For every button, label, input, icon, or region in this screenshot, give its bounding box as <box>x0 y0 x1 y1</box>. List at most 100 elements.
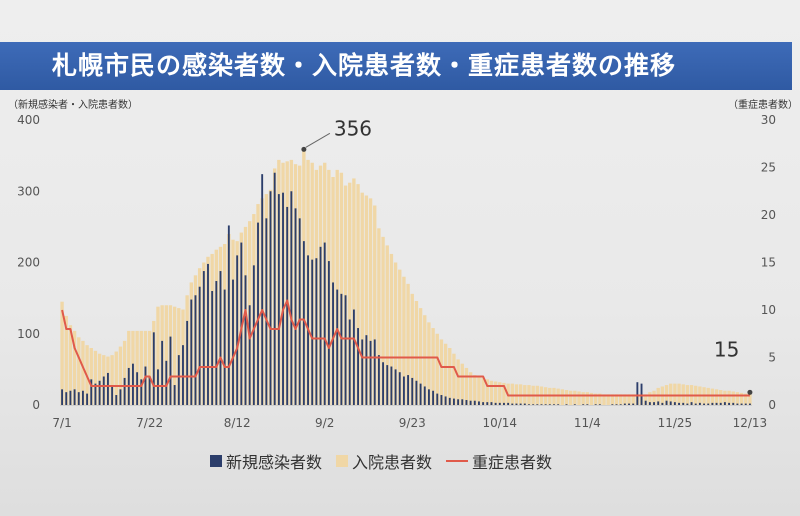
bar-new-cases <box>653 402 655 405</box>
bar-hospitalized <box>60 301 64 405</box>
bar-new-cases <box>440 395 443 405</box>
bar-new-cases <box>227 225 230 405</box>
bar-new-cases <box>648 402 651 405</box>
bar-hospitalized <box>356 184 360 405</box>
bar-new-cases <box>507 402 510 405</box>
bar-hospitalized <box>368 198 373 405</box>
bar-new-cases <box>69 390 72 405</box>
legend-item-severe: 重症患者数 <box>446 449 552 473</box>
bar-hospitalized <box>139 330 143 405</box>
x-tick-label: 9/23 <box>399 416 426 430</box>
bar-hospitalized <box>623 394 627 405</box>
bar-new-cases <box>703 403 705 405</box>
bar-hospitalized <box>114 351 118 405</box>
bar-hospitalized <box>606 394 610 405</box>
bar-new-cases <box>557 404 560 405</box>
bar-new-cases <box>544 404 547 405</box>
bar-new-cases <box>594 404 597 405</box>
bar-new-cases <box>340 293 343 405</box>
bar-new-cases <box>248 305 251 405</box>
bar-hospitalized <box>477 376 481 405</box>
bar-hospitalized <box>489 380 494 405</box>
bar-hospitalized <box>468 372 473 405</box>
bar-new-cases <box>398 372 401 405</box>
bar-new-cases <box>65 392 68 405</box>
bar-hospitalized <box>381 236 385 405</box>
bar-hospitalized <box>644 394 648 405</box>
bar-new-cases <box>523 403 526 405</box>
bar-new-cases <box>478 401 480 405</box>
bar-new-cases <box>390 366 393 405</box>
line-severe <box>61 299 750 397</box>
bar-new-cases <box>211 291 214 405</box>
bar-new-cases <box>223 289 226 405</box>
bar-hospitalized <box>677 383 681 405</box>
bar-new-cases <box>382 362 385 405</box>
bar-hospitalized <box>589 392 594 405</box>
bar-hospitalized <box>410 293 414 405</box>
bar-new-cases <box>94 383 97 405</box>
bar-hospitalized <box>406 283 410 405</box>
y-right-tick-label: 15 <box>761 256 776 270</box>
bar-new-cases <box>215 281 218 405</box>
y-left-tick-label: 0 <box>32 398 40 412</box>
bar-hospitalized <box>431 328 435 405</box>
bar-hospitalized <box>118 346 123 405</box>
bar-new-cases <box>373 339 376 405</box>
bar-new-cases <box>319 246 322 405</box>
bar-new-cases <box>98 380 101 405</box>
bar-new-cases <box>111 385 114 405</box>
bar-hospitalized <box>714 389 719 405</box>
bar-new-cases <box>81 390 84 405</box>
bar-new-cases <box>140 379 143 405</box>
bar-hospitalized <box>414 300 419 405</box>
bar-hospitalized <box>156 306 160 405</box>
annotation-marker <box>301 146 307 152</box>
bar-hospitalized <box>669 383 673 405</box>
bar-new-cases <box>365 335 368 405</box>
bar-hospitalized <box>448 348 452 405</box>
bar-new-cases <box>548 404 551 405</box>
legend-item-new-cases: 新規感染者数 <box>210 449 322 473</box>
bar-new-cases <box>682 402 685 405</box>
bar-new-cases <box>536 404 539 405</box>
bar-new-cases <box>244 275 247 405</box>
bar-new-cases <box>715 402 718 405</box>
bar-hospitalized <box>72 330 77 405</box>
bar-hospitalized <box>573 390 577 405</box>
y-left-tick-label: 100 <box>17 327 40 341</box>
bar-hospitalized <box>81 340 85 405</box>
bar-new-cases <box>86 393 89 405</box>
bar-new-cases <box>152 332 155 405</box>
y-right-tick-label: 5 <box>768 351 776 365</box>
bar-new-cases <box>315 258 318 405</box>
bar-new-cases <box>457 399 460 405</box>
bar-new-cases <box>182 345 184 405</box>
bar-hospitalized <box>68 325 73 405</box>
bar-hospitalized <box>135 330 139 405</box>
bar-new-cases <box>723 402 726 405</box>
legend-label-hospitalized: 入院患者数 <box>352 453 433 472</box>
bar-new-cases <box>694 403 697 405</box>
bar-new-cases <box>252 265 255 405</box>
bar-hospitalized <box>748 394 752 405</box>
bar-new-cases <box>219 271 222 405</box>
bar-new-cases <box>432 390 435 405</box>
bar-hospitalized <box>648 392 652 405</box>
x-tick-label: 8/12 <box>224 416 251 430</box>
bar-new-cases <box>503 402 505 405</box>
bar-hospitalized <box>64 315 68 405</box>
bar-hospitalized <box>172 306 177 405</box>
bar-new-cases <box>236 255 239 405</box>
bar-new-cases <box>623 403 626 405</box>
bar-hospitalized <box>502 382 506 405</box>
bar-hospitalized <box>619 394 623 405</box>
bar-new-cases <box>257 222 259 405</box>
bar-hospitalized <box>556 388 560 405</box>
legend-swatch-hospitalized <box>336 455 349 467</box>
bar-new-cases <box>327 261 330 405</box>
bar-new-cases <box>744 403 747 405</box>
legend: 新規感染者数 入院患者数 重症患者数 <box>210 449 566 473</box>
bar-new-cases <box>698 402 701 405</box>
